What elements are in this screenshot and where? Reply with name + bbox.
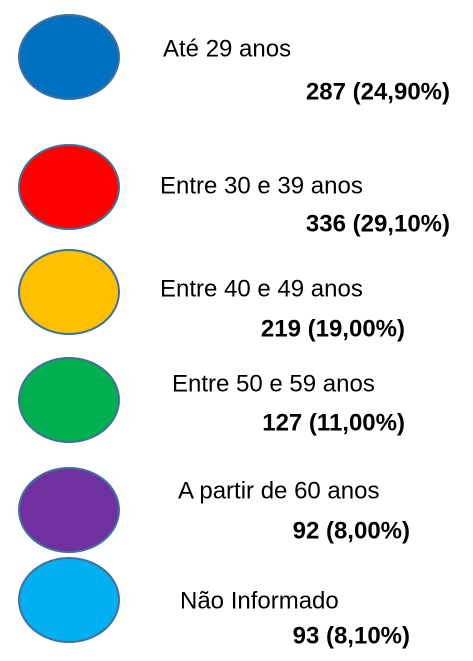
group-label: Até 29 anos: [163, 35, 291, 62]
group-label: Entre 30 e 39 anos: [160, 172, 363, 199]
color-swatch: [18, 557, 120, 643]
group-value: 92 (8,00%): [293, 517, 410, 544]
group-label: A partir de 60 anos: [178, 477, 379, 504]
group-label: Entre 40 e 49 anos: [160, 275, 363, 302]
color-swatch: [18, 467, 120, 553]
group-value: 336 (29,10%): [306, 210, 450, 237]
group-value: 127 (11,00%): [262, 409, 405, 436]
group-label: Entre 50 e 59 anos: [172, 370, 375, 397]
group-value: 93 (8,10%): [293, 622, 410, 649]
color-swatch: [18, 14, 120, 100]
group-value: 287 (24,90%): [306, 78, 450, 105]
group-value: 219 (19,00%): [261, 315, 405, 342]
group-label: Não Informado: [180, 587, 339, 614]
color-swatch: [18, 357, 120, 443]
color-swatch: [18, 144, 120, 230]
color-swatch: [18, 249, 120, 335]
